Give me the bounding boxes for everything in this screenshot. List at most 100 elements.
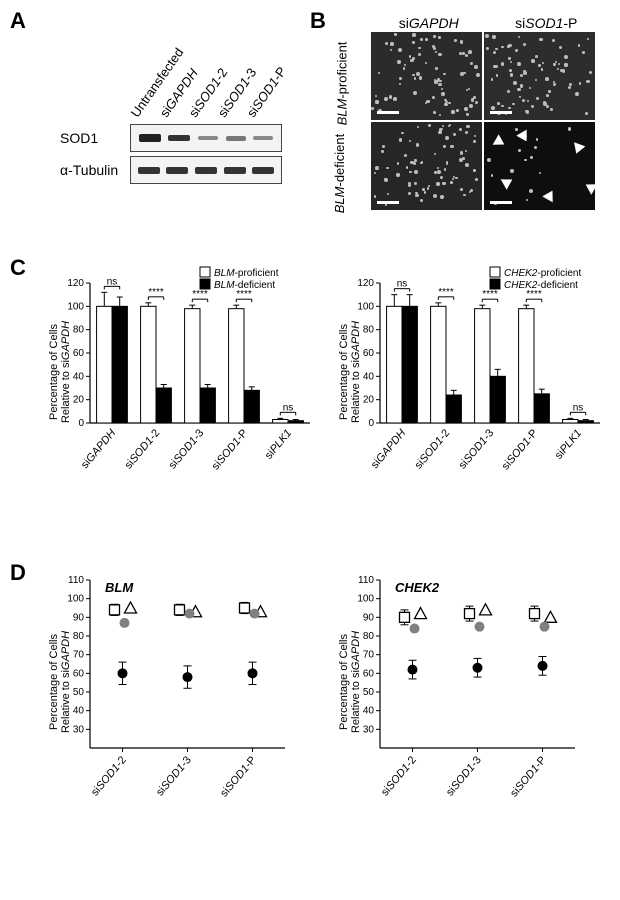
blot-row-label: α-Tubulin bbox=[60, 162, 130, 178]
svg-text:100: 100 bbox=[67, 301, 84, 312]
band bbox=[138, 167, 160, 174]
scale-bar bbox=[377, 201, 399, 204]
panel-b-row-label-1: BLM-proficient bbox=[334, 42, 349, 126]
svg-text:90: 90 bbox=[363, 612, 375, 623]
blot-row-label: SOD1 bbox=[60, 130, 130, 146]
svg-text:siPLK1: siPLK1 bbox=[553, 427, 585, 461]
svg-text:70: 70 bbox=[73, 650, 85, 661]
svg-text:20: 20 bbox=[73, 395, 85, 406]
svg-text:20: 20 bbox=[363, 395, 375, 406]
svg-text:siSOD1-3: siSOD1-3 bbox=[456, 427, 496, 471]
svg-text:siPLK1: siPLK1 bbox=[263, 427, 295, 461]
svg-text:siSOD1-3: siSOD1-3 bbox=[444, 754, 484, 798]
svg-text:siSOD1-P: siSOD1-P bbox=[218, 754, 259, 799]
blot-row: α-Tubulin bbox=[60, 156, 285, 184]
panel-c-right-chart: Percentage of Cells Relative to siGAPDH … bbox=[345, 265, 605, 485]
band bbox=[139, 134, 161, 142]
panel-b-grid bbox=[370, 31, 600, 211]
svg-text:100: 100 bbox=[357, 594, 374, 605]
svg-text:60: 60 bbox=[73, 348, 85, 359]
svg-text:60: 60 bbox=[363, 668, 375, 679]
panel-c-label: C bbox=[10, 255, 26, 281]
arrowhead-icon bbox=[571, 142, 586, 156]
svg-text:BLM-proficient: BLM-proficient bbox=[214, 268, 279, 279]
svg-text:siSOD1-2: siSOD1-2 bbox=[379, 754, 419, 798]
svg-text:50: 50 bbox=[363, 687, 375, 698]
svg-text:40: 40 bbox=[73, 706, 85, 717]
svg-text:****: **** bbox=[148, 287, 164, 298]
y-axis-title: Percentage of Cells Relative to siGAPDH bbox=[338, 321, 362, 423]
svg-text:siSOD1-3: siSOD1-3 bbox=[166, 427, 206, 471]
svg-text:90: 90 bbox=[73, 612, 85, 623]
svg-text:****: **** bbox=[192, 289, 208, 300]
svg-text:0: 0 bbox=[78, 418, 84, 429]
svg-text:siSOD1-2: siSOD1-2 bbox=[412, 427, 452, 471]
y-axis-title: Percentage of Cells Relative to siGAPDH bbox=[338, 631, 362, 733]
svg-text:110: 110 bbox=[68, 575, 84, 586]
svg-text:BLM: BLM bbox=[105, 580, 134, 595]
svg-text:80: 80 bbox=[363, 631, 375, 642]
svg-text:ns: ns bbox=[107, 276, 118, 287]
arrowhead-icon bbox=[493, 134, 508, 149]
svg-text:siSOD1-2: siSOD1-2 bbox=[89, 754, 129, 798]
micrograph-cell bbox=[370, 121, 483, 211]
panel-a: UntransfectedsiGAPDHsiSOD1-2siSOD1-3siSO… bbox=[60, 25, 285, 184]
svg-text:100: 100 bbox=[357, 301, 374, 312]
svg-text:CHEK2: CHEK2 bbox=[395, 580, 440, 595]
svg-text:siSOD1-P: siSOD1-P bbox=[500, 427, 541, 472]
band bbox=[195, 167, 217, 174]
panel-a-label: A bbox=[10, 8, 26, 34]
blot bbox=[130, 156, 282, 184]
svg-text:CHEK2-proficient: CHEK2-proficient bbox=[504, 268, 581, 279]
arrowhead-icon bbox=[516, 130, 531, 145]
svg-text:110: 110 bbox=[358, 575, 374, 586]
panel-a-blots: SOD1 α-Tubulin bbox=[60, 124, 285, 184]
svg-text:siSOD1-P: siSOD1-P bbox=[508, 754, 549, 799]
svg-text:****: **** bbox=[438, 287, 454, 298]
y-axis-title: Percentage of Cells Relative to siGAPDH bbox=[48, 631, 72, 733]
svg-text:BLM-deficient: BLM-deficient bbox=[214, 280, 275, 291]
svg-text:siSOD1-3: siSOD1-3 bbox=[154, 754, 194, 798]
scale-bar bbox=[490, 111, 512, 114]
svg-text:60: 60 bbox=[363, 348, 375, 359]
svg-text:****: **** bbox=[482, 289, 498, 300]
micrograph-cell bbox=[483, 31, 596, 121]
panel-c-left-svg: 020406080100120nssiGAPDH****siSOD1-2****… bbox=[55, 265, 315, 485]
panel-d-right-svg: 30405060708090100110siSOD1-2siSOD1-3siSO… bbox=[345, 570, 605, 820]
panel-d: Percentage of Cells Relative to siGAPDH … bbox=[30, 570, 610, 870]
micrograph-cell bbox=[370, 31, 483, 121]
svg-text:ns: ns bbox=[397, 279, 408, 290]
panel-b-col-headings: siGAPDHsiSOD1-P bbox=[370, 15, 605, 31]
svg-text:CHEK2-deficient: CHEK2-deficient bbox=[504, 280, 578, 291]
panel-d-right-chart: Percentage of Cells Relative to siGAPDH … bbox=[345, 570, 605, 820]
panel-b-label: B bbox=[310, 8, 326, 34]
panel-d-left-chart: Percentage of Cells Relative to siGAPDH … bbox=[55, 570, 315, 820]
svg-text:120: 120 bbox=[67, 278, 84, 289]
svg-text:ns: ns bbox=[283, 402, 294, 413]
arrowhead-icon bbox=[501, 174, 516, 189]
panel-c: Percentage of Cells Relative to siGAPDH … bbox=[30, 265, 610, 515]
band bbox=[168, 135, 190, 141]
svg-text:100: 100 bbox=[67, 594, 84, 605]
svg-text:siSOD1-2: siSOD1-2 bbox=[122, 427, 162, 471]
panel-a-lane-labels: UntransfectedsiGAPDHsiSOD1-2siSOD1-3siSO… bbox=[60, 25, 285, 120]
y-axis-title: Percentage of Cells Relative to siGAPDH bbox=[48, 321, 72, 423]
band bbox=[253, 136, 273, 140]
scale-bar bbox=[377, 111, 399, 114]
svg-text:siGAPDH: siGAPDH bbox=[79, 427, 118, 471]
svg-text:siGAPDH: siGAPDH bbox=[369, 427, 408, 471]
arrowhead-icon bbox=[542, 188, 557, 203]
svg-text:80: 80 bbox=[363, 325, 375, 336]
svg-text:30: 30 bbox=[363, 724, 375, 735]
blot-row: SOD1 bbox=[60, 124, 285, 152]
panel-d-label: D bbox=[10, 560, 26, 586]
panel-b-row-label-2: BLM-deficient bbox=[332, 134, 347, 213]
panel-b: siGAPDHsiSOD1-P BLM-proficient BLM-defic… bbox=[330, 15, 605, 211]
svg-text:0: 0 bbox=[368, 418, 374, 429]
svg-text:40: 40 bbox=[363, 706, 375, 717]
svg-text:30: 30 bbox=[73, 724, 85, 735]
panel-c-right-svg: 020406080100120nssiGAPDH****siSOD1-2****… bbox=[345, 265, 605, 485]
arrowhead-icon bbox=[583, 179, 598, 194]
svg-text:40: 40 bbox=[363, 371, 375, 382]
svg-text:60: 60 bbox=[73, 668, 85, 679]
